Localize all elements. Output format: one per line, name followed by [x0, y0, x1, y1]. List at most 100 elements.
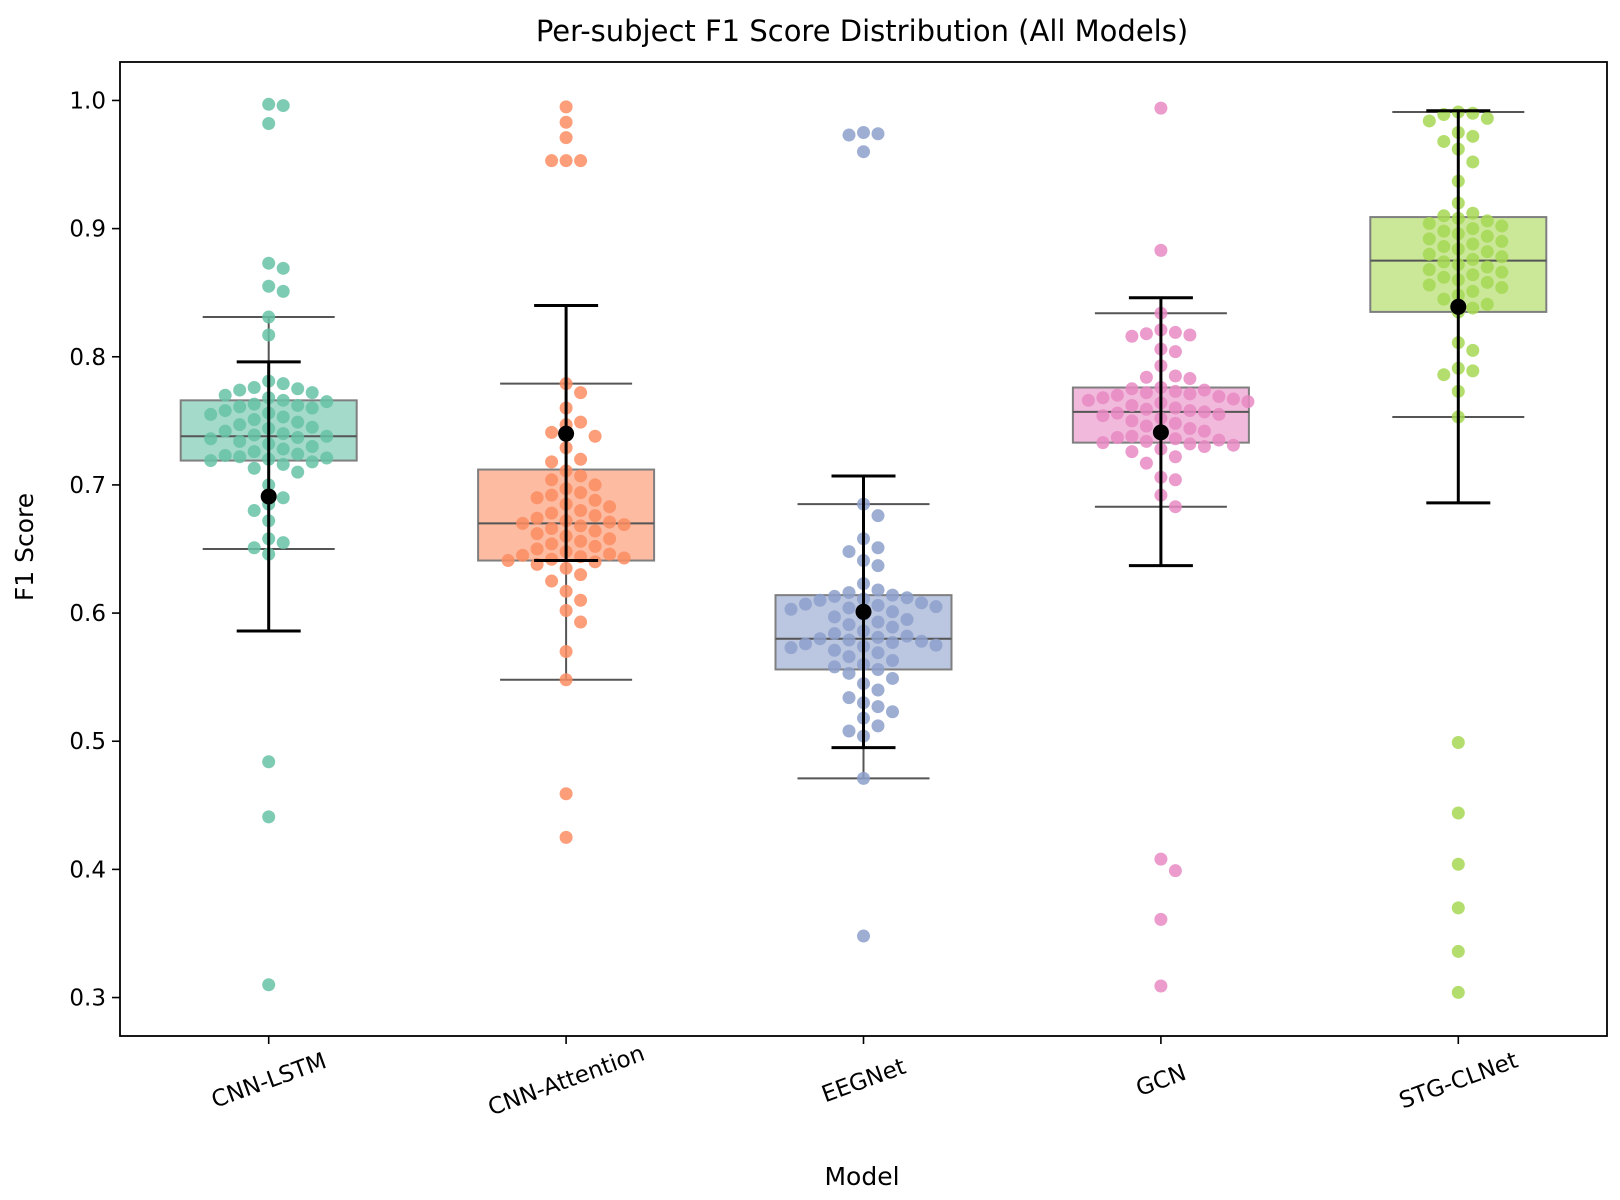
data-point [886, 605, 899, 619]
data-point [588, 429, 602, 443]
data-point [871, 646, 885, 660]
data-point [1422, 278, 1436, 292]
data-point [784, 641, 798, 655]
data-point [276, 99, 290, 113]
data-point [842, 691, 856, 705]
data-point [871, 127, 885, 141]
data-point [1168, 432, 1182, 446]
data-point [545, 154, 559, 168]
data-point [1226, 392, 1240, 406]
data-point [871, 583, 885, 597]
data-point [574, 469, 588, 483]
data-point [900, 591, 914, 605]
data-point [915, 634, 928, 648]
data-point [1168, 401, 1182, 415]
data-point [1466, 364, 1480, 378]
data-point [1168, 369, 1182, 383]
y-tick-label: 0.5 [69, 729, 106, 755]
data-point [1125, 398, 1139, 412]
data-point [1197, 405, 1211, 419]
data-point [262, 117, 276, 131]
mean-marker [260, 488, 277, 505]
x-axis-label: Model [824, 1162, 899, 1191]
data-point [276, 442, 290, 456]
data-point [1466, 222, 1480, 236]
data-point [233, 383, 247, 397]
data-point [1466, 237, 1480, 251]
data-point [1183, 422, 1197, 436]
data-point [262, 97, 276, 111]
data-point [262, 755, 276, 769]
data-point [574, 534, 588, 548]
data-point [842, 633, 856, 647]
data-point [871, 630, 885, 644]
data-point [1466, 252, 1480, 266]
data-point [559, 604, 573, 618]
data-point [262, 810, 276, 824]
data-point [1197, 439, 1211, 453]
data-point [871, 559, 885, 573]
data-point [1081, 393, 1095, 407]
data-point [1451, 901, 1465, 915]
data-point [1139, 327, 1153, 341]
data-point [1495, 281, 1509, 295]
data-point [871, 598, 885, 612]
data-point [886, 620, 899, 634]
y-tick-label: 0.6 [69, 601, 106, 627]
data-point [588, 493, 602, 507]
data-point [1139, 456, 1153, 470]
data-point [842, 586, 856, 600]
data-point [545, 506, 559, 520]
data-point [1437, 134, 1451, 148]
data-point [204, 454, 218, 468]
data-point [842, 618, 856, 632]
mean-marker [558, 425, 575, 442]
data-point [574, 154, 588, 168]
data-point [1495, 265, 1509, 279]
data-point [1422, 232, 1436, 246]
data-point [1096, 409, 1110, 423]
data-point [574, 486, 588, 500]
data-point [276, 284, 290, 298]
data-point [1422, 114, 1436, 128]
data-point [559, 673, 573, 687]
data-point [262, 256, 276, 270]
data-point [1168, 345, 1182, 359]
data-point [218, 404, 232, 418]
data-point [574, 615, 588, 629]
data-point [276, 393, 290, 407]
data-point [1451, 857, 1465, 871]
data-point [588, 509, 602, 523]
data-point [291, 398, 305, 412]
data-point [233, 418, 247, 432]
data-point [886, 705, 899, 719]
data-point [1437, 292, 1451, 306]
data-point [262, 279, 276, 293]
data-point [291, 415, 305, 429]
y-tick-label: 0.4 [69, 857, 106, 883]
data-point [545, 425, 559, 439]
data-point [1183, 387, 1197, 401]
data-point [1110, 388, 1124, 402]
data-point [1466, 284, 1480, 298]
data-point [886, 636, 899, 650]
data-point [1422, 216, 1436, 230]
data-point [929, 600, 943, 614]
data-point [305, 420, 319, 434]
data-point [857, 145, 870, 159]
data-point [1096, 436, 1110, 450]
data-point [276, 427, 290, 441]
data-point [276, 536, 290, 550]
data-point [1168, 450, 1182, 464]
data-point [1154, 101, 1168, 115]
data-point [1110, 406, 1124, 420]
data-point [886, 671, 899, 685]
data-point [871, 700, 885, 714]
data-point [842, 128, 856, 142]
data-point [1168, 384, 1182, 398]
data-point [1466, 343, 1480, 357]
data-point [828, 589, 841, 603]
data-point [1480, 245, 1494, 259]
data-point [1466, 106, 1480, 120]
data-point [545, 537, 559, 551]
